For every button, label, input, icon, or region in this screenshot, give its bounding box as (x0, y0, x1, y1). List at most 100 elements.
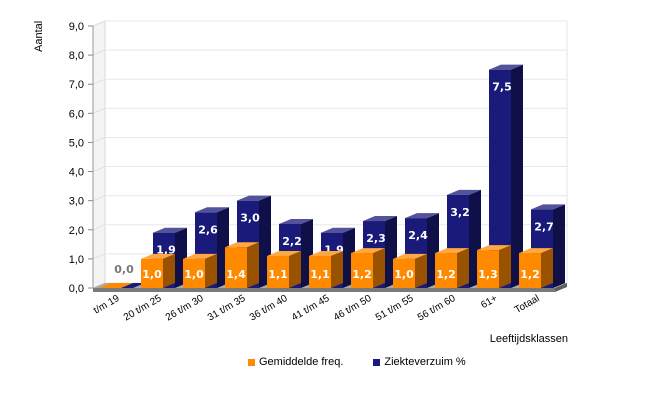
bar-ziekteverzuim-top (531, 204, 565, 210)
bar-gemiddelde-freq-top (519, 248, 553, 254)
x-tick-label: 51 t/m 55 (374, 293, 416, 324)
legend-label: Gemiddelde freq. (259, 356, 344, 368)
bar-gemiddelde-freq (393, 258, 415, 288)
bar-gemiddelde-freq-top (183, 253, 217, 259)
data-label-gemiddelde-freq: 1,1 (268, 268, 288, 281)
x-tick-label: 61+ (479, 293, 499, 311)
bar-ziekteverzuim-top (153, 227, 187, 233)
data-label-gemiddelde-freq: 1,2 (436, 268, 456, 281)
bar-ziekteverzuim (489, 69, 511, 289)
bar-gemiddelde-freq (141, 258, 163, 288)
bar-gemiddelde-freq-top (309, 250, 343, 256)
x-tick-label: Totaal (513, 293, 542, 316)
gridline-depth (92, 195, 106, 202)
x-tick-label: 31 t/m 35 (206, 293, 248, 324)
bar-gemiddelde-freq-top (225, 242, 259, 248)
legend-item-gemiddelde-freq: Gemiddelde freq. (248, 356, 343, 368)
bar-gemiddelde-freq (435, 253, 457, 288)
bar-gemiddelde-freq-side (205, 253, 217, 288)
data-label-gemiddelde-freq: 1,4 (226, 268, 246, 281)
bar-gemiddelde-freq-top (351, 248, 385, 254)
data-label-ziekteverzuim: 7,5 (492, 81, 512, 94)
bar-gemiddelde-freq (267, 255, 289, 288)
y-tick-label: 4,0 (69, 167, 84, 179)
data-label-gemiddelde-freq: 1,0 (184, 268, 204, 281)
x-tick-label: 26 t/m 30 (164, 293, 206, 324)
gridline-depth (92, 20, 106, 27)
data-label-gemiddelde-freq: 1,2 (352, 268, 372, 281)
y-tick-label: 0,0 (69, 283, 84, 295)
gridline-depth (92, 49, 106, 56)
bar-gemiddelde-freq (519, 253, 541, 288)
data-label-ziekteverzuim: 0,0 (114, 263, 134, 276)
y-tick-label: 7,0 (69, 79, 84, 91)
y-tick-label: 5,0 (69, 137, 84, 149)
data-label-ziekteverzuim: 2,6 (198, 223, 218, 236)
bar-gemiddelde-freq-side (331, 250, 343, 288)
bar-ziekteverzuim-top (405, 213, 439, 219)
data-label-gemiddelde-freq: 1,0 (142, 268, 162, 281)
gridline-depth (92, 107, 106, 114)
x-tick-label: 41 t/m 45 (290, 293, 332, 324)
x-tick-label: 20 t/m 25 (122, 293, 164, 324)
gridline-depth (92, 136, 106, 143)
legend-item-ziekteverzuim: Ziekteverzuim % (373, 356, 466, 368)
bar-gemiddelde-freq-side (247, 242, 259, 288)
legend-swatch-orange (248, 358, 255, 366)
bar-ziekteverzuim-top (195, 207, 229, 213)
bar-ziekteverzuim-top (237, 195, 271, 201)
bar-gemiddelde-freq (309, 255, 331, 288)
bar-ziekteverzuim-top (447, 189, 481, 195)
bar-gemiddelde-freq-side (163, 253, 175, 288)
data-label-ziekteverzuim: 2,3 (366, 232, 386, 245)
legend: Gemiddelde freq. Ziekteverzuim % (248, 356, 496, 368)
bar-gemiddelde-freq-top (267, 250, 301, 256)
x-tick-label: 36 t/m 40 (248, 293, 290, 324)
legend-swatch-navy (373, 358, 381, 366)
y-tick-label: 3,0 (69, 196, 84, 208)
bar-gemiddelde-freq (99, 283, 133, 288)
bar-gemiddelde-freq-top (141, 253, 175, 259)
bar-gemiddelde-freq-side (457, 248, 469, 288)
gridline-depth (92, 78, 106, 85)
data-label-gemiddelde-freq: 1,0 (394, 268, 414, 281)
data-label-ziekteverzuim: 2,2 (282, 235, 302, 248)
y-tick-label: 6,0 (69, 108, 84, 120)
bar-gemiddelde-freq-top (477, 245, 511, 251)
bar-gemiddelde-freq-side (415, 253, 427, 288)
y-tick-label: 2,0 (69, 225, 84, 237)
bar-gemiddelde-freq-side (499, 245, 511, 288)
data-label-ziekteverzuim: 3,2 (450, 206, 470, 219)
bar-ziekteverzuim-top (321, 227, 355, 233)
bar-ziekteverzuim-top (489, 64, 523, 70)
bar-gemiddelde-freq-side (373, 248, 385, 288)
bar-ziekteverzuim-side (511, 64, 523, 289)
bar-gemiddelde-freq-top (393, 253, 427, 259)
y-tick-label: 8,0 (69, 50, 84, 62)
data-label-gemiddelde-freq: 1,1 (310, 268, 330, 281)
bar-gemiddelde-freq (477, 250, 499, 288)
floor-front (93, 288, 555, 292)
gridline-depth (92, 224, 106, 231)
bar-ziekteverzuim-side (553, 204, 565, 288)
bar-gemiddelde-freq (225, 247, 247, 288)
x-tick-label: 46 t/m 50 (332, 293, 374, 324)
data-label-ziekteverzuim: 1,9 (156, 244, 176, 257)
gridline-depth (92, 253, 106, 260)
floor-side (555, 283, 567, 292)
data-label-ziekteverzuim: 2,7 (534, 220, 554, 233)
bar-gemiddelde-freq-side (289, 250, 301, 288)
y-tick-label: 1,0 (69, 254, 84, 266)
y-tick-label: 9,0 (69, 21, 84, 33)
bar-gemiddelde-freq-top (435, 248, 469, 254)
y-axis-title: Aantal (33, 21, 45, 52)
x-axis-title: Leeftijdsklassen (490, 333, 568, 345)
left-wall (92, 20, 106, 289)
data-label-gemiddelde-freq: 1,3 (478, 268, 498, 281)
bar-gemiddelde-freq (183, 258, 205, 288)
bar-ziekteverzuim-top (363, 216, 397, 222)
data-label-ziekteverzuim: 2,4 (408, 229, 428, 242)
data-label-gemiddelde-freq: 1,2 (520, 268, 540, 281)
